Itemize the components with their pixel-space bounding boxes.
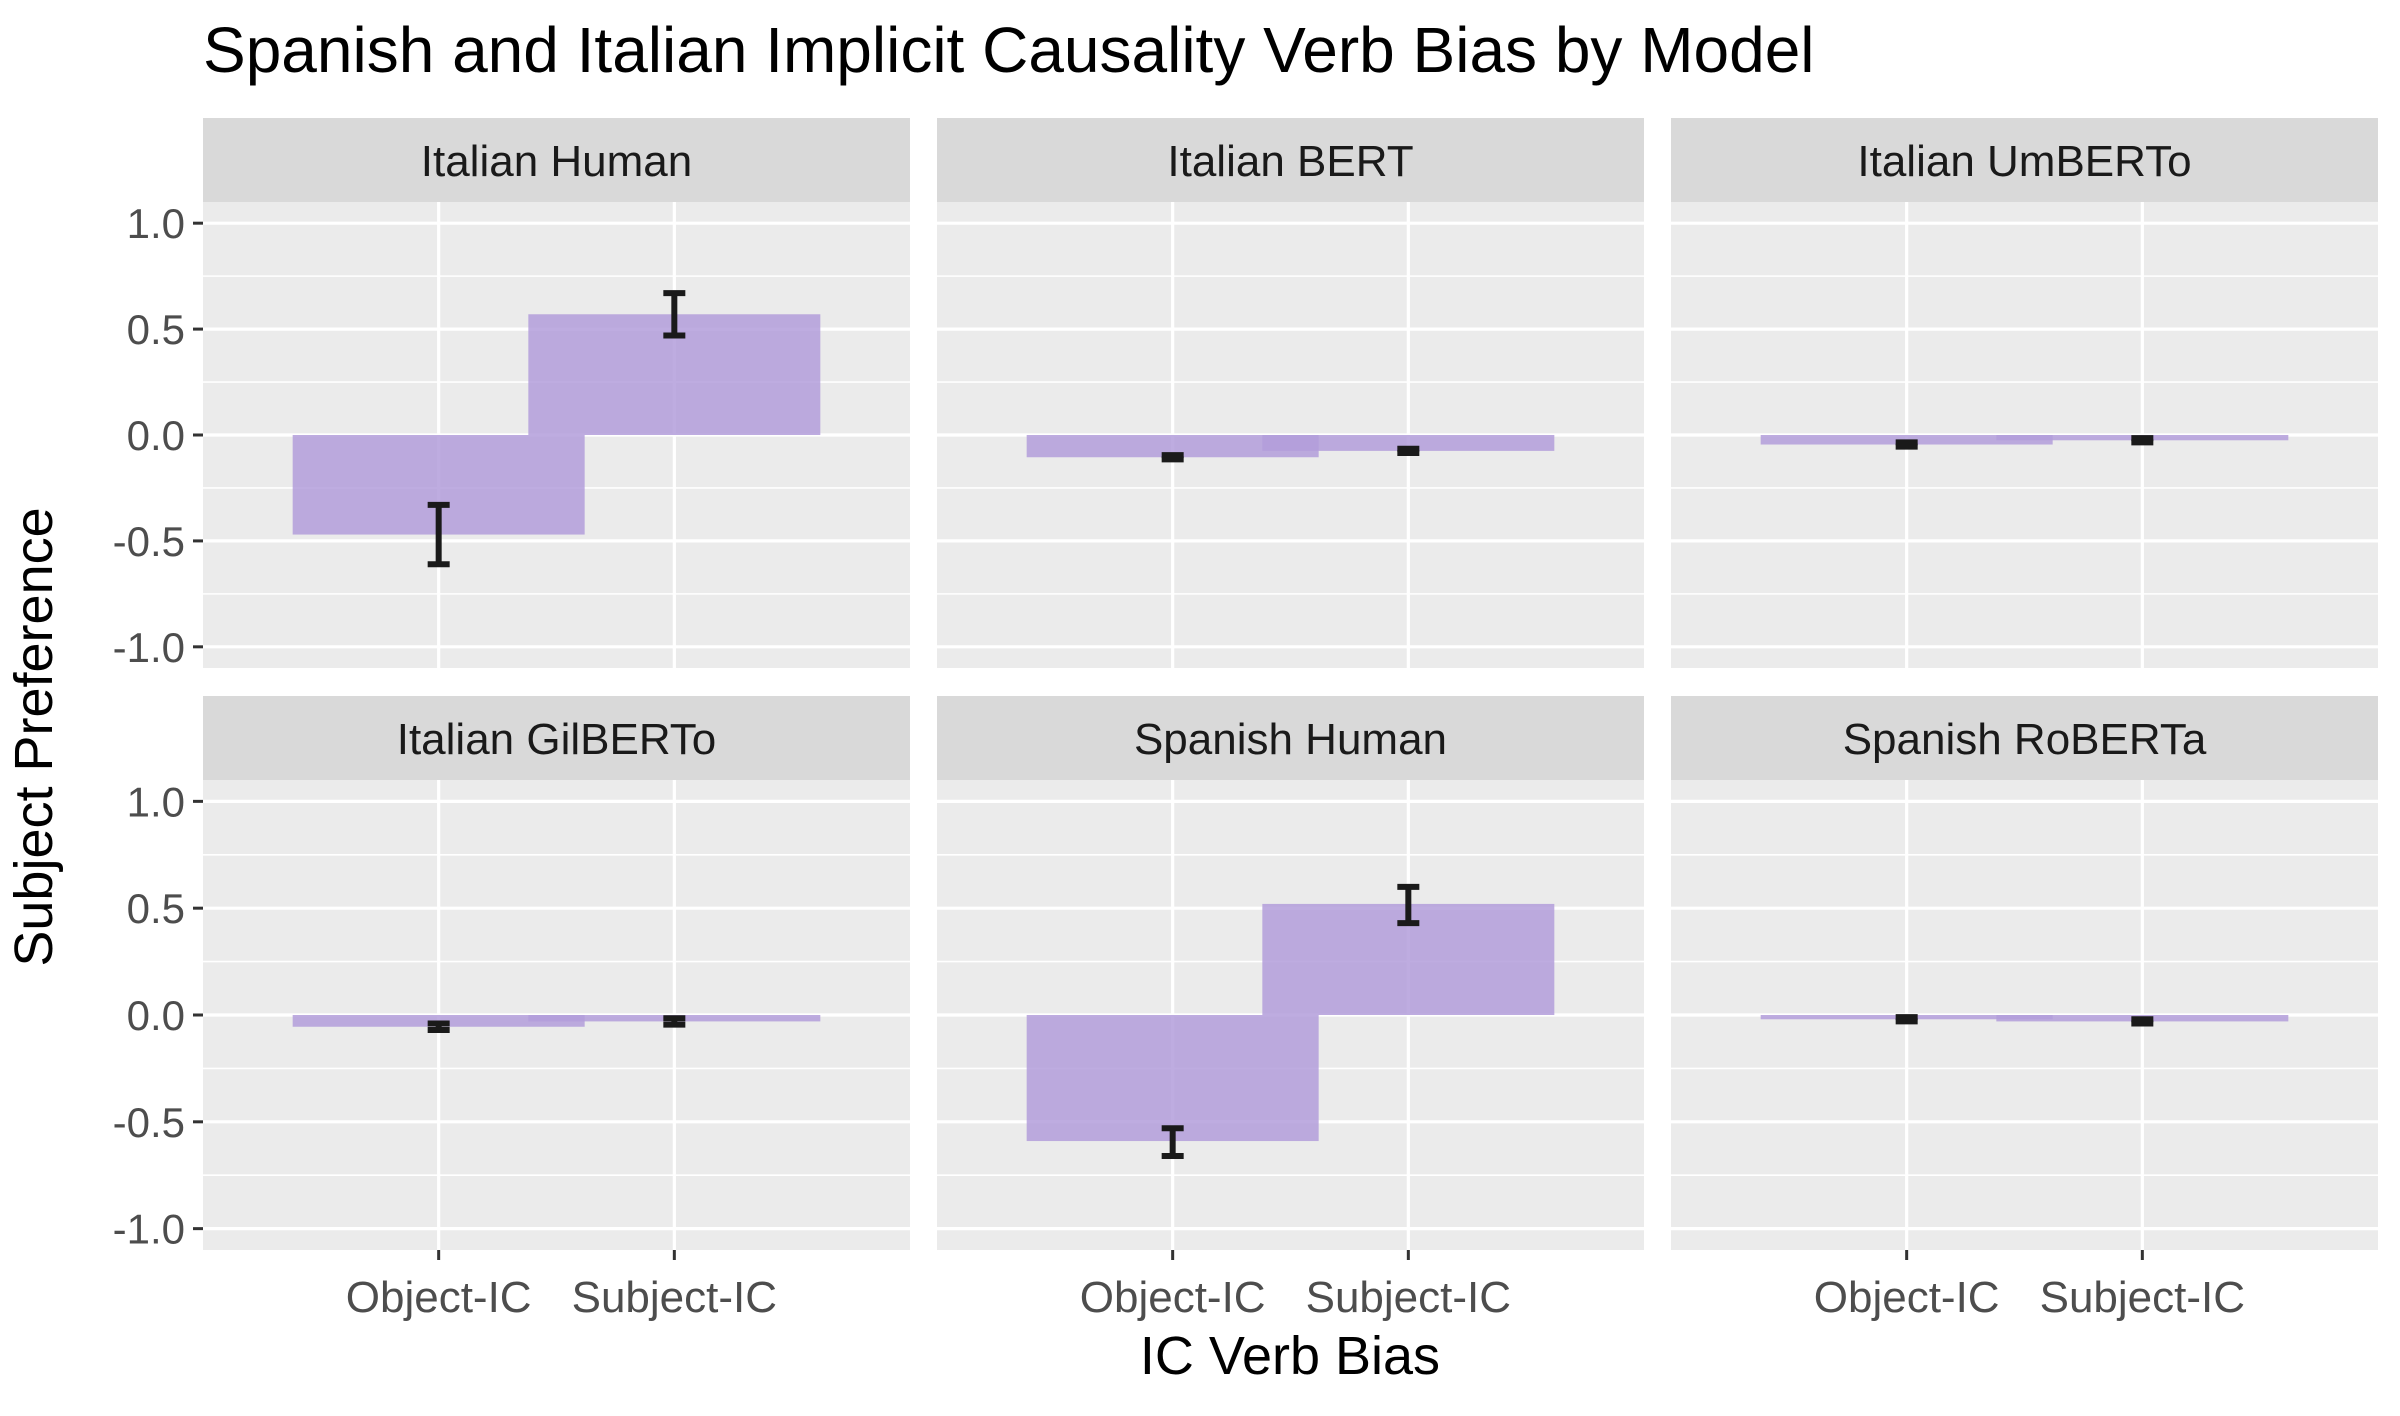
facet-strip bbox=[937, 696, 1644, 780]
facet-strip-label: Italian GilBERTo bbox=[397, 715, 717, 764]
facet-strip bbox=[1671, 696, 2378, 780]
bar bbox=[1026, 435, 1319, 458]
facet-strip bbox=[937, 118, 1644, 202]
bar bbox=[1026, 1015, 1319, 1142]
y-tick-label: 0.5 bbox=[127, 306, 185, 353]
y-axis-title: Subject Preference bbox=[4, 507, 64, 966]
x-tick-label: Subject-IC bbox=[1306, 1273, 1511, 1322]
facet-strip bbox=[203, 696, 910, 780]
facet-strip-label: Spanish Human bbox=[1134, 715, 1447, 764]
facet-panel: Spanish Human Object-IC Subject-IC bbox=[937, 696, 1644, 1322]
facet-strip-label: Italian BERT bbox=[1167, 137, 1413, 186]
y-tick-label: -0.5 bbox=[113, 1099, 185, 1146]
y-tick-label: 0.0 bbox=[127, 412, 185, 459]
x-tick-label: Object-IC bbox=[1080, 1273, 1266, 1322]
facet-panel: Italian UmBERTo bbox=[1671, 118, 2378, 668]
y-tick-label: 1.0 bbox=[127, 200, 185, 247]
y-tick-label: -1.0 bbox=[113, 624, 185, 671]
x-tick-label: Subject-IC bbox=[572, 1273, 777, 1322]
y-tick-label: -0.5 bbox=[113, 518, 185, 565]
facet-strip bbox=[203, 118, 910, 202]
x-tick-label: Object-IC bbox=[1814, 1273, 2000, 1322]
x-tick-label: Subject-IC bbox=[2040, 1273, 2245, 1322]
facet-strip bbox=[1671, 118, 2378, 202]
facet-panel: Italian BERT bbox=[937, 118, 1644, 668]
y-tick-label: 0.5 bbox=[127, 885, 185, 932]
y-tick-label: 0.0 bbox=[127, 992, 185, 1039]
x-tick-label: Object-IC bbox=[346, 1273, 532, 1322]
bar bbox=[1262, 435, 1555, 451]
facet-panel: Italian Human 1.0 0.5 0.0 -0.5 -1.0 bbox=[113, 118, 910, 671]
x-axis-title: IC Verb Bias bbox=[1140, 1326, 1440, 1386]
facet-panel: Spanish RoBERTa Object-IC Subject-IC bbox=[1671, 696, 2378, 1322]
y-tick-label: 1.0 bbox=[127, 778, 185, 825]
y-tick-label: -1.0 bbox=[113, 1206, 185, 1253]
chart-title: Spanish and Italian Implicit Causality V… bbox=[203, 14, 1815, 86]
facet-strip-label: Spanish RoBERTa bbox=[1843, 715, 2207, 764]
facet-panels: Italian Human 1.0 0.5 0.0 -0.5 -1.0 Italian BE… bbox=[113, 118, 2378, 1322]
facet-panel: Italian GilBERTo 1.0 0.5 0.0 -0.5 -1.0 Object-… bbox=[113, 696, 910, 1322]
facet-strip-label: Italian UmBERTo bbox=[1857, 137, 2191, 186]
facet-strip-label: Italian Human bbox=[421, 137, 692, 186]
